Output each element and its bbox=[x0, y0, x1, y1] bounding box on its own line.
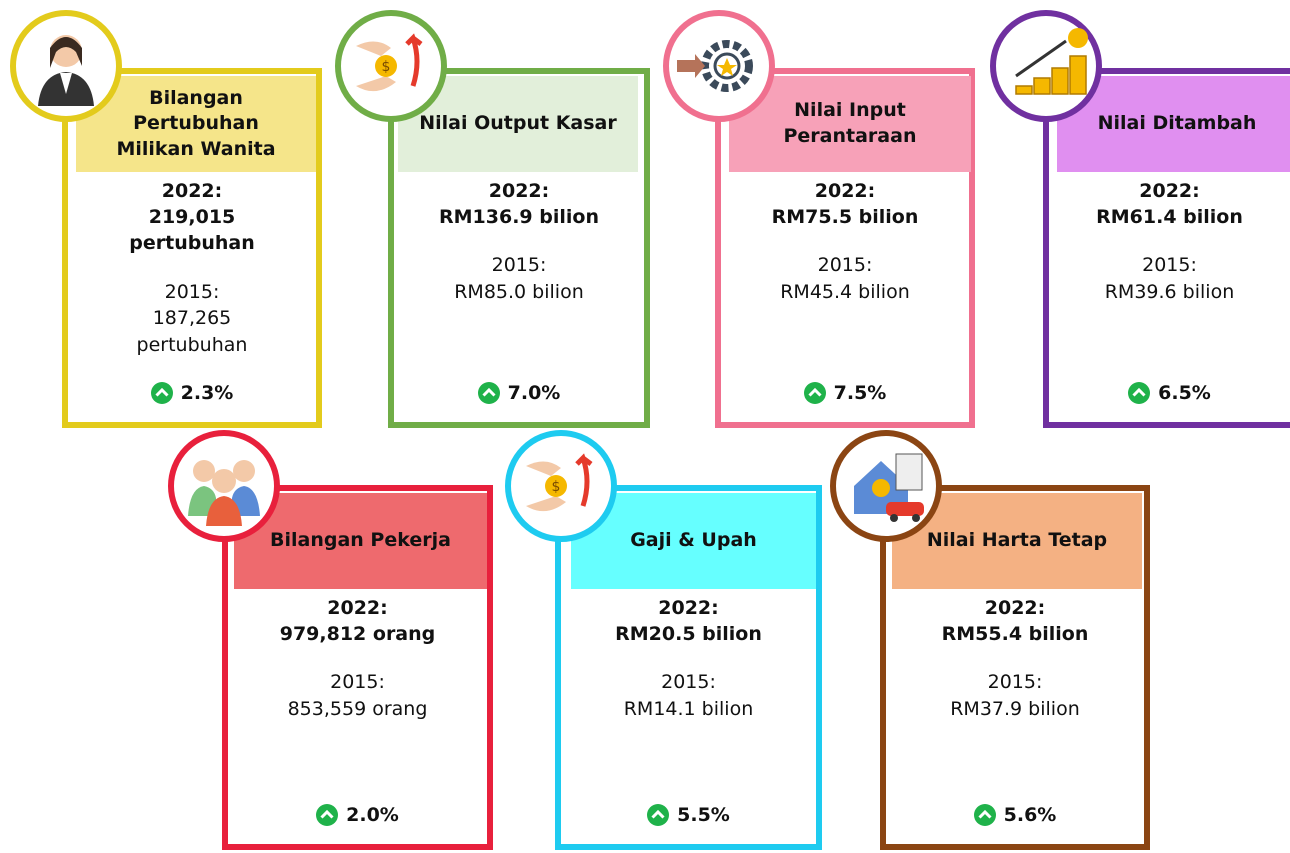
current-value: RM55.4 bilion bbox=[925, 621, 1105, 647]
previous-block: 2015:RM85.0 bilion bbox=[424, 252, 614, 305]
current-value: RM75.5 bilion bbox=[755, 204, 935, 230]
card-body: 2022:979,812 orang 2015:853,559 orang bbox=[228, 595, 487, 723]
current-block: 2022:979,812 orang bbox=[268, 595, 448, 647]
growth-icon bbox=[151, 382, 173, 404]
previous-block: 2015:RM45.4 bilion bbox=[750, 252, 940, 305]
icon bbox=[996, 16, 1096, 116]
growth-icon bbox=[316, 804, 338, 826]
icon bbox=[16, 16, 116, 116]
growth-icon bbox=[1128, 382, 1150, 404]
growth-value: 6.5% bbox=[1158, 382, 1211, 404]
current-block: 2022:RM55.4 bilion bbox=[925, 595, 1105, 647]
growth: 2.0% bbox=[228, 804, 487, 826]
current-year: 2022: bbox=[102, 178, 282, 204]
previous-year: 2015: bbox=[424, 252, 614, 279]
current-year: 2022: bbox=[599, 595, 779, 621]
previous-value: RM37.9 bilion bbox=[920, 696, 1110, 723]
previous-block: 2015:853,559 orang bbox=[263, 669, 453, 722]
growth: 5.6% bbox=[886, 804, 1144, 826]
current-value: 979,812 orang bbox=[268, 621, 448, 647]
growth: 5.5% bbox=[561, 804, 816, 826]
card-body: 2022:RM75.5 bilion 2015:RM45.4 bilion bbox=[721, 178, 969, 306]
current-value: RM61.4 bilion bbox=[1080, 204, 1260, 230]
icon-circle bbox=[990, 10, 1102, 122]
current-block: 2022:RM136.9 bilion bbox=[429, 178, 609, 230]
growth: 2.3% bbox=[68, 382, 316, 404]
previous-year: 2015: bbox=[1075, 252, 1265, 279]
previous-year: 2015: bbox=[97, 279, 287, 306]
card-body: 2022:219,015 pertubuhan 2015:187,265 pert… bbox=[68, 178, 316, 358]
previous-value: 853,559 orang bbox=[263, 696, 453, 723]
icon-circle bbox=[10, 10, 122, 122]
card-body: 2022:RM136.9 bilion 2015:RM85.0 bilion bbox=[394, 178, 644, 306]
icon: $ bbox=[511, 436, 611, 536]
previous-value: 187,265 pertubuhan bbox=[97, 305, 287, 358]
growth: 6.5% bbox=[1049, 382, 1290, 404]
growth-icon bbox=[647, 804, 669, 826]
current-year: 2022: bbox=[755, 178, 935, 204]
previous-value: RM39.6 bilion bbox=[1075, 279, 1265, 306]
growth-icon bbox=[804, 382, 826, 404]
current-block: 2022:RM61.4 bilion bbox=[1080, 178, 1260, 230]
icon-circle: $ bbox=[505, 430, 617, 542]
infographic: (() => { const data = JSON.parse(documen… bbox=[0, 0, 1290, 853]
current-block: 2022:219,015 pertubuhan bbox=[102, 178, 282, 257]
icon bbox=[669, 16, 769, 116]
icon-circle: $ bbox=[335, 10, 447, 122]
current-block: 2022:RM20.5 bilion bbox=[599, 595, 779, 647]
current-value: 219,015 pertubuhan bbox=[102, 204, 282, 256]
growth: 7.5% bbox=[721, 382, 969, 404]
card-body: 2022:RM61.4 bilion 2015:RM39.6 bilion bbox=[1049, 178, 1290, 306]
current-block: 2022:RM75.5 bilion bbox=[755, 178, 935, 230]
growth-icon bbox=[974, 804, 996, 826]
icon bbox=[174, 436, 274, 536]
growth-value: 5.6% bbox=[1004, 804, 1057, 826]
current-year: 2022: bbox=[429, 178, 609, 204]
svg-text:$: $ bbox=[552, 479, 561, 495]
previous-year: 2015: bbox=[594, 669, 784, 696]
icon-circle bbox=[663, 10, 775, 122]
growth-value: 5.5% bbox=[677, 804, 730, 826]
icon-circle bbox=[168, 430, 280, 542]
growth: 7.0% bbox=[394, 382, 644, 404]
current-value: RM20.5 bilion bbox=[599, 621, 779, 647]
svg-text:$: $ bbox=[382, 59, 391, 75]
card-body: 2022:RM55.4 bilion 2015:RM37.9 bilion bbox=[886, 595, 1144, 723]
previous-block: 2015:RM14.1 bilion bbox=[594, 669, 784, 722]
icon: $ bbox=[341, 16, 441, 116]
icon bbox=[836, 436, 936, 536]
growth-value: 7.0% bbox=[508, 382, 561, 404]
previous-block: 2015:RM37.9 bilion bbox=[920, 669, 1110, 722]
growth-value: 7.5% bbox=[834, 382, 887, 404]
previous-value: RM14.1 bilion bbox=[594, 696, 784, 723]
growth-icon bbox=[478, 382, 500, 404]
card-body: 2022:RM20.5 bilion 2015:RM14.1 bilion bbox=[561, 595, 816, 723]
previous-value: RM85.0 bilion bbox=[424, 279, 614, 306]
previous-block: 2015:187,265 pertubuhan bbox=[97, 279, 287, 359]
current-year: 2022: bbox=[925, 595, 1105, 621]
growth-value: 2.3% bbox=[181, 382, 234, 404]
current-year: 2022: bbox=[1080, 178, 1260, 204]
previous-year: 2015: bbox=[920, 669, 1110, 696]
current-year: 2022: bbox=[268, 595, 448, 621]
growth-value: 2.0% bbox=[346, 804, 399, 826]
previous-value: RM45.4 bilion bbox=[750, 279, 940, 306]
previous-year: 2015: bbox=[750, 252, 940, 279]
previous-year: 2015: bbox=[263, 669, 453, 696]
previous-block: 2015:RM39.6 bilion bbox=[1075, 252, 1265, 305]
icon-circle bbox=[830, 430, 942, 542]
current-value: RM136.9 bilion bbox=[429, 204, 609, 230]
